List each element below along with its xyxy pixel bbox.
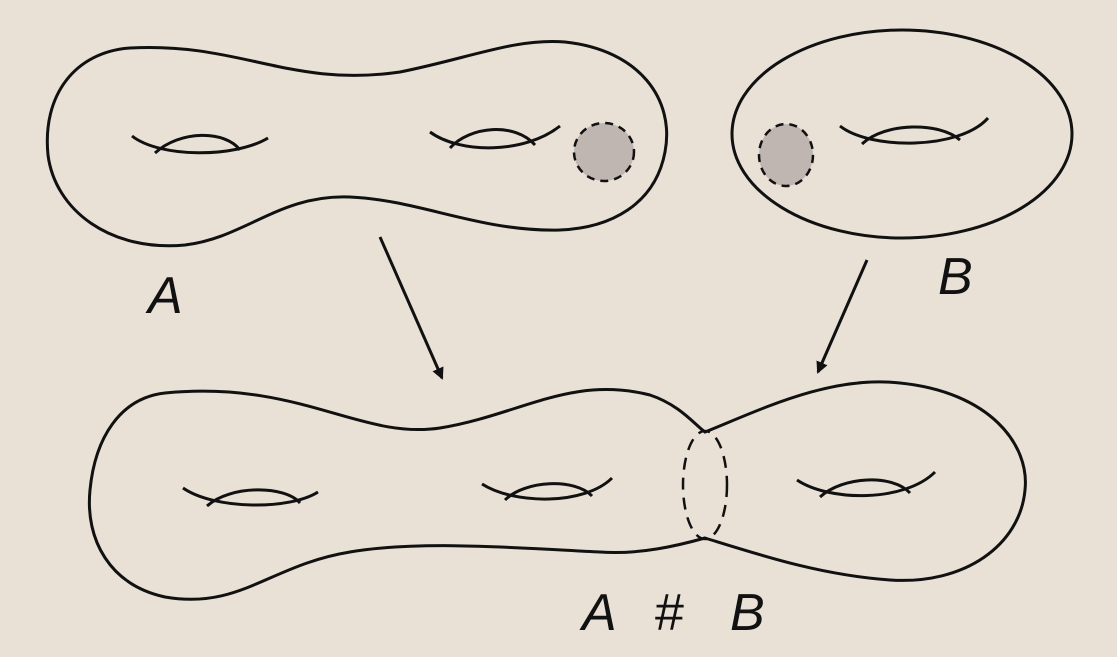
surface-a-label: A <box>145 267 183 325</box>
surface-b <box>730 28 1074 240</box>
connected-sum-label-hash: # <box>655 584 684 642</box>
connected-sum-handle-1 <box>182 486 319 508</box>
surface-b-handle <box>839 116 990 146</box>
connected-sum-handle-3 <box>796 470 937 499</box>
surface-a-outline <box>45 39 669 248</box>
connected-sum-label: A # B <box>579 584 765 642</box>
arrow-b-to-sum <box>816 259 869 374</box>
connected-sum-label-a: A <box>579 584 617 642</box>
connected-sum-neck-circle <box>681 429 729 541</box>
arrow-a-to-sum <box>378 236 444 380</box>
surface-b-removed-disk <box>757 122 815 188</box>
surface-a-handle-2 <box>429 124 561 150</box>
surface-a <box>45 39 669 248</box>
connected-sum-label-b: B <box>730 584 765 642</box>
connected-sum-handle-2 <box>481 476 614 502</box>
surface-b-outline <box>730 28 1074 240</box>
surface-a-removed-disk <box>572 121 636 183</box>
surface-b-label: B <box>938 248 973 306</box>
connected-sum-outline <box>87 380 1027 601</box>
surface-a-handle-1 <box>131 133 269 155</box>
connected-sum-surface <box>87 380 1027 601</box>
